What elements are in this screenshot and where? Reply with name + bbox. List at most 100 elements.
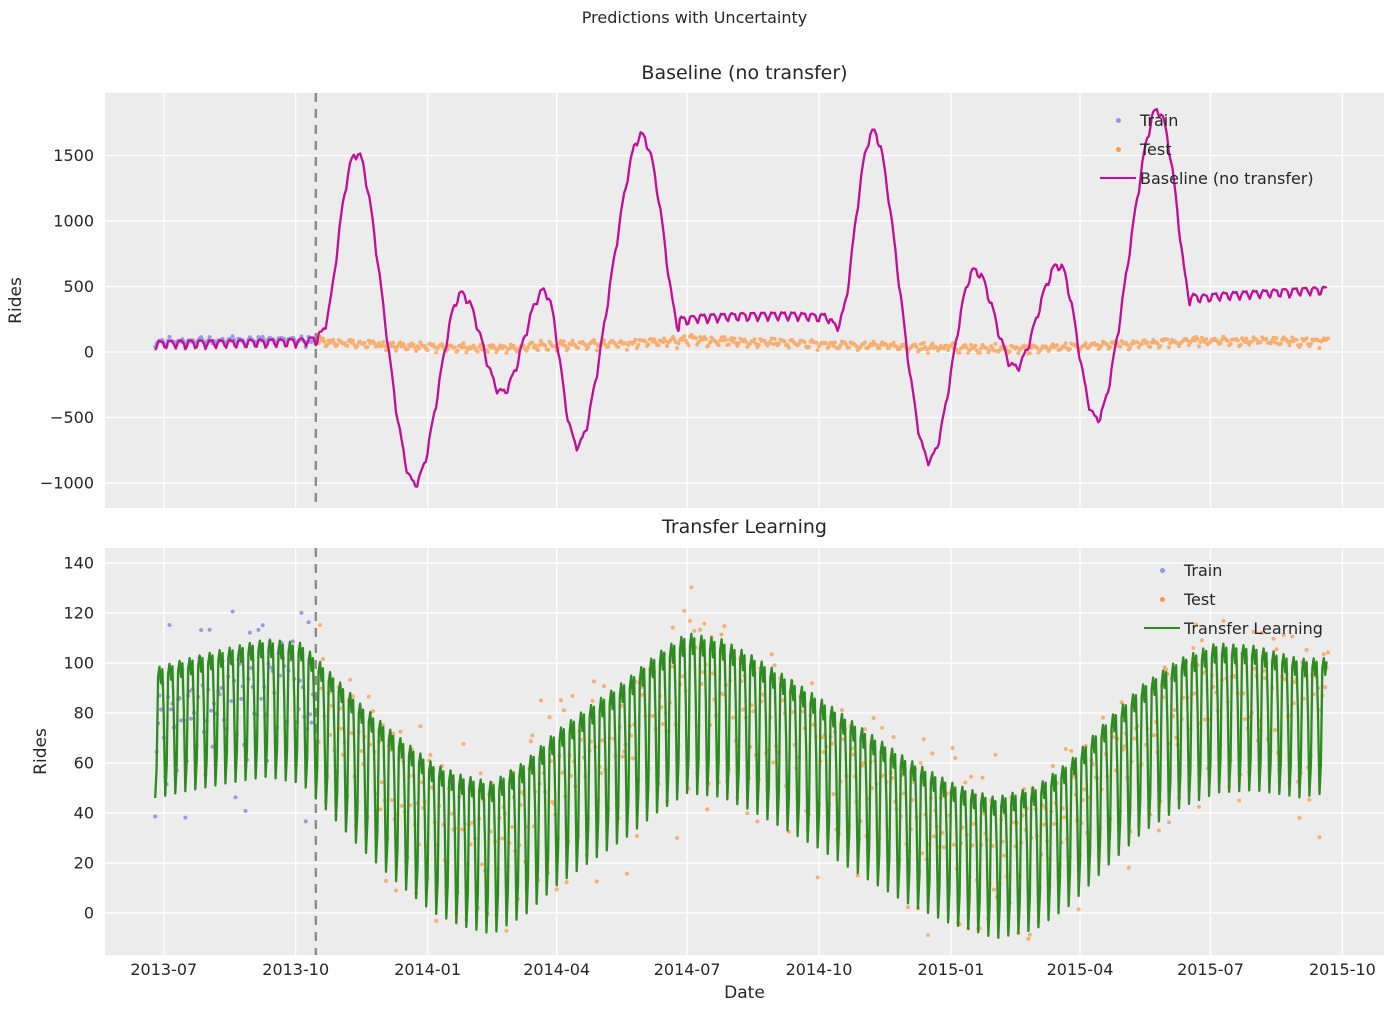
test-point — [564, 880, 569, 885]
test-point — [1118, 344, 1123, 349]
test-point — [1197, 344, 1202, 349]
test-point — [745, 811, 750, 816]
test-point — [504, 928, 509, 933]
test-point — [405, 347, 410, 352]
test-point — [815, 348, 820, 353]
test-point — [634, 833, 639, 838]
test-legend-label: Test — [1184, 589, 1216, 609]
baseline-prediction-line — [154, 107, 1328, 488]
test-point — [854, 344, 859, 349]
legend-row: Baseline (no transfer) — [1096, 167, 1314, 189]
test-point — [1298, 342, 1303, 347]
test-point — [365, 344, 370, 349]
test-point — [1172, 708, 1177, 713]
test-point — [662, 336, 667, 341]
test-point — [1317, 835, 1322, 840]
test-point — [672, 337, 677, 342]
test-point — [901, 791, 906, 796]
test-point — [905, 905, 910, 910]
test-point — [1251, 629, 1256, 634]
test-point — [546, 347, 551, 352]
test-point — [538, 338, 543, 343]
test-point — [698, 627, 703, 632]
test-point — [814, 340, 819, 345]
test-point — [1100, 715, 1105, 720]
test-point — [643, 339, 648, 344]
train-point — [233, 795, 238, 800]
test-point — [969, 342, 974, 347]
legend-row: Transfer Learning — [1140, 617, 1323, 639]
test-point — [1237, 798, 1242, 803]
legend-row: Test — [1096, 138, 1314, 160]
test-point — [461, 341, 466, 346]
test-point — [600, 738, 605, 743]
train-point — [299, 334, 304, 339]
test-point — [339, 726, 344, 731]
test-point — [1323, 685, 1328, 690]
test-point — [807, 344, 812, 349]
train-point — [207, 627, 212, 632]
train-point — [219, 685, 224, 690]
test-point — [997, 348, 1002, 353]
y-tick-label: 140 — [63, 554, 94, 573]
test-point — [646, 342, 651, 347]
test-point — [348, 677, 353, 682]
test-point — [1152, 733, 1157, 738]
test-point — [838, 343, 843, 348]
test-point — [461, 741, 466, 746]
test-point — [325, 342, 330, 347]
test-point — [1197, 804, 1202, 809]
test-point — [1108, 345, 1113, 350]
train-point — [308, 712, 313, 717]
test-point — [1204, 337, 1209, 342]
test-point — [1221, 618, 1226, 623]
test-point — [1304, 336, 1309, 341]
test-point — [920, 346, 925, 351]
test-point — [930, 341, 935, 346]
test-point — [1142, 338, 1147, 343]
test-point — [1155, 341, 1160, 346]
test-point — [723, 338, 728, 343]
test-point — [1026, 936, 1031, 941]
train-point — [259, 696, 264, 701]
test-point — [525, 345, 530, 350]
test-point — [591, 337, 596, 342]
test-point — [425, 348, 430, 353]
test-point — [530, 733, 535, 738]
test-point — [371, 709, 376, 714]
test-point — [606, 344, 611, 349]
x-tick-label: 2014-10 — [786, 960, 853, 979]
test-point — [1250, 339, 1255, 344]
test-point — [862, 727, 867, 732]
test-point — [1014, 345, 1019, 350]
test-point — [1264, 336, 1269, 341]
test-point — [731, 715, 736, 720]
test-point — [891, 340, 896, 345]
transfer-line-marker — [1144, 626, 1180, 630]
test-point — [345, 343, 350, 348]
test-point — [719, 632, 724, 637]
test-point — [722, 334, 727, 339]
test-point — [871, 715, 876, 720]
test-point — [1027, 351, 1032, 356]
test-point — [394, 348, 399, 353]
baseline-legend: Train Test Baseline (no transfer) — [1096, 109, 1314, 189]
test-point — [991, 887, 996, 892]
y-tick-label: 0 — [84, 904, 94, 923]
test-point — [616, 345, 621, 350]
test-point — [946, 347, 951, 352]
test-point — [824, 341, 829, 346]
y-tick-label: 120 — [63, 604, 94, 623]
test-point — [718, 338, 723, 343]
test-point — [957, 350, 962, 355]
test-point — [1268, 341, 1273, 346]
test-point — [434, 350, 439, 355]
test-point — [1055, 343, 1060, 348]
test-point — [460, 827, 465, 832]
train-point — [303, 819, 308, 824]
test-point — [827, 344, 832, 349]
x-tick-label: 2014-07 — [654, 960, 721, 979]
train-point — [239, 696, 244, 701]
test-point — [1290, 634, 1295, 639]
x-tick-label: 2013-07 — [130, 960, 197, 979]
